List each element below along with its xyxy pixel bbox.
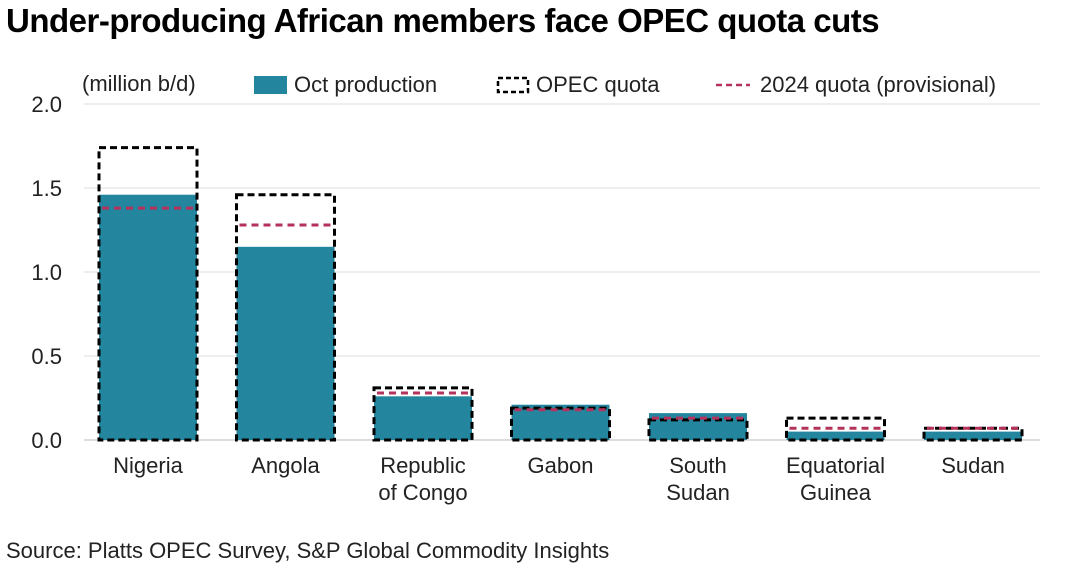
production-bar (511, 404, 610, 440)
x-tick-label-line: Gabon (527, 453, 593, 478)
x-tick-label-line: Sudan (666, 480, 730, 505)
production-bar (649, 413, 747, 440)
production-bar (99, 194, 197, 440)
legend-label-quota: OPEC quota (536, 72, 660, 97)
quota-outline (922, 426, 1024, 442)
y-axis-unit-label: (million b/d) (82, 71, 196, 96)
quota-outline (647, 418, 749, 442)
x-tick-label-line: South (669, 453, 727, 478)
production-bars (99, 194, 1022, 440)
x-tick-label-line: Equatorial (786, 453, 885, 478)
quota-outline (235, 193, 336, 442)
y-tick-label: 2.0 (31, 92, 62, 117)
x-tick-label: Nigeria (113, 453, 183, 478)
legend-swatch-quota (496, 76, 530, 94)
legend-label-production: Oct production (294, 72, 437, 97)
x-tick-label-line: of Congo (378, 480, 467, 505)
x-tick-label: Sudan (941, 453, 1005, 478)
x-tick-label: South Sudan (666, 453, 730, 505)
chart-title: Under-producing African members face OPE… (6, 2, 880, 39)
y-axis-ticks: 0.0 0.5 1.0 1.5 2.0 (31, 92, 62, 453)
legend-label-2024-quota: 2024 quota (provisional) (760, 72, 996, 97)
gridlines (84, 103, 1040, 441)
production-bar (236, 246, 335, 440)
x-tick-label-line: Republic (380, 453, 466, 478)
quota-outline (510, 406, 611, 442)
production-bar (374, 396, 472, 440)
production-bar (924, 431, 1022, 440)
legend-swatch-production (254, 76, 287, 94)
quota-outline (785, 416, 886, 442)
bar-chart: 0.0 0.5 1.0 1.5 2.0 Nigeria Angola Republic of … (31, 71, 1040, 505)
legend: Oct production OPEC quota 2024 quota (pr… (254, 72, 996, 97)
x-tick-label-line: Angola (251, 453, 320, 478)
y-tick-label: 0.0 (31, 428, 62, 453)
quota-outlines (97, 146, 1024, 442)
x-tick-label: Gabon (527, 453, 593, 478)
x-tick-label: Equatorial Guinea (786, 453, 885, 505)
quota-2024-lines (102, 206, 1019, 430)
x-tick-label-line: Nigeria (113, 453, 183, 478)
x-tick-label: Republic of Congo (378, 453, 467, 505)
x-tick-label: Angola (251, 453, 320, 478)
y-tick-label: 0.5 (31, 344, 62, 369)
quota-outline (97, 146, 199, 442)
quota-outline (372, 386, 474, 442)
production-bar (786, 431, 885, 440)
y-tick-label: 1.0 (31, 260, 62, 285)
source-note: Source: Platts OPEC Survey, S&P Global C… (6, 538, 610, 563)
y-tick-label: 1.5 (31, 176, 62, 201)
x-tick-label-line: Sudan (941, 453, 1005, 478)
x-tick-label-line: Guinea (800, 480, 872, 505)
